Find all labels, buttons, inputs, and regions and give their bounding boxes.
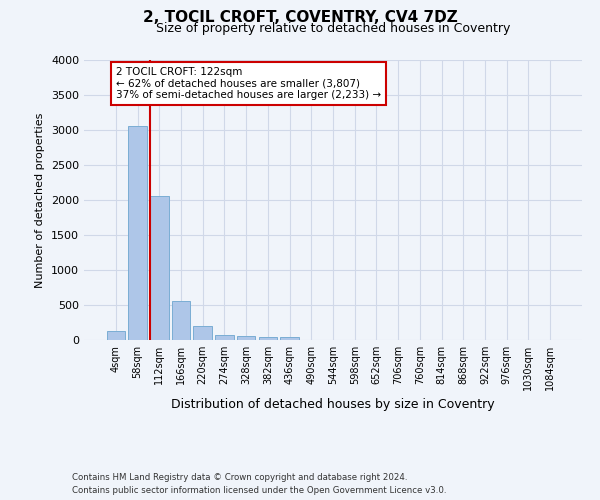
Bar	[150, 196, 169, 340]
Bar	[193, 326, 212, 340]
Text: Contains HM Land Registry data © Crown copyright and database right 2024.
Contai: Contains HM Land Registry data © Crown c…	[72, 474, 446, 495]
Y-axis label: Number of detached properties: Number of detached properties	[35, 112, 46, 288]
Bar	[280, 337, 299, 340]
Text: 2, TOCIL CROFT, COVENTRY, CV4 7DZ: 2, TOCIL CROFT, COVENTRY, CV4 7DZ	[143, 10, 457, 25]
Bar	[215, 335, 233, 340]
Text: 2 TOCIL CROFT: 122sqm
← 62% of detached houses are smaller (3,807)
37% of semi-d: 2 TOCIL CROFT: 122sqm ← 62% of detached …	[116, 67, 381, 100]
X-axis label: Distribution of detached houses by size in Coventry: Distribution of detached houses by size …	[171, 398, 495, 411]
Bar	[237, 336, 256, 340]
Title: Size of property relative to detached houses in Coventry: Size of property relative to detached ho…	[156, 22, 510, 35]
Bar	[172, 301, 190, 340]
Bar	[107, 331, 125, 340]
Bar	[128, 126, 147, 340]
Bar	[259, 336, 277, 340]
